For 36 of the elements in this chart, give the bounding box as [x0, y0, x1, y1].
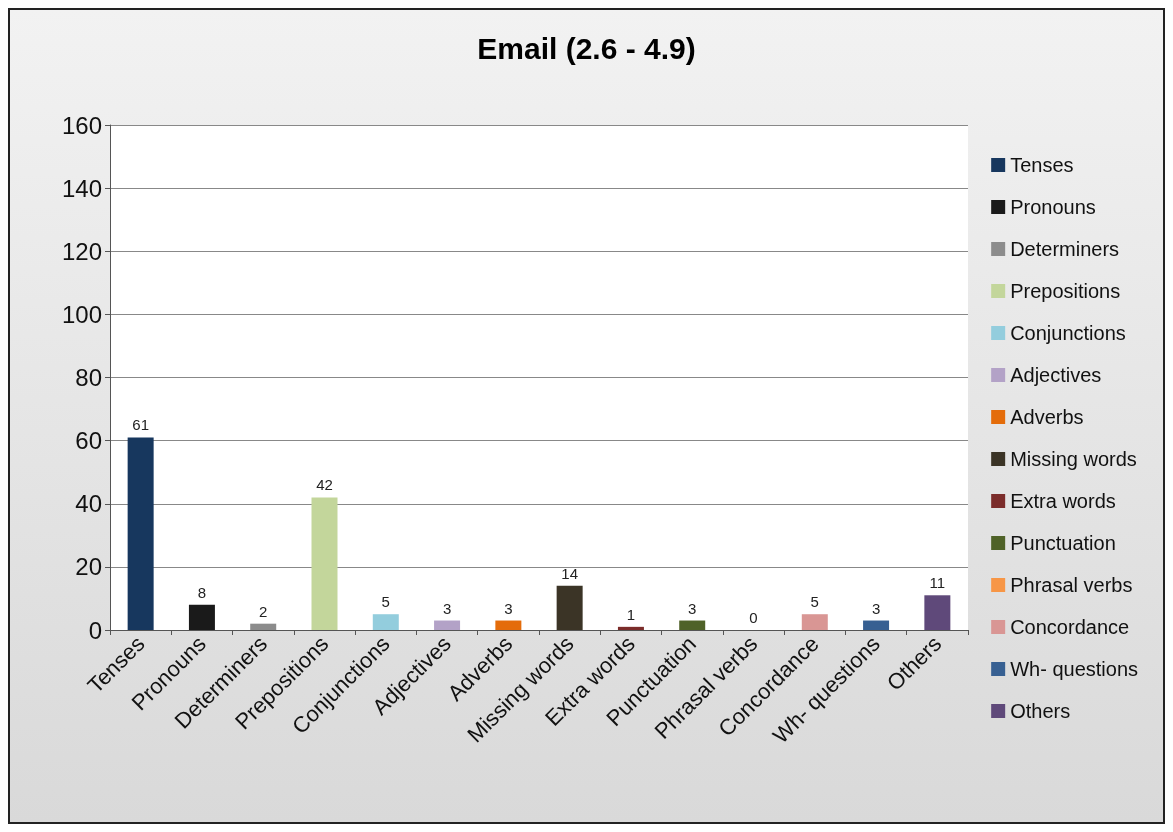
y-tick-label: 20	[75, 553, 102, 581]
data-label: 2	[259, 602, 268, 620]
y-tick-label: 60	[75, 427, 102, 455]
data-label: 1	[626, 605, 636, 623]
y-tick-label: 160	[61, 111, 102, 139]
legend-label: Determiners	[1010, 238, 1120, 260]
legend-label: Extra words	[1010, 490, 1116, 512]
data-label: 3	[504, 599, 513, 617]
legend-label: Phrasal verbs	[1010, 574, 1133, 596]
y-tick-label: 100	[61, 300, 102, 328]
legend-label: Adjectives	[1010, 364, 1102, 386]
data-label: 5	[810, 593, 819, 611]
legend-label: Adverbs	[1010, 406, 1084, 428]
y-tick-label: 0	[88, 616, 102, 644]
legend-label: Prepositions	[1010, 280, 1121, 302]
data-label: 42	[316, 476, 333, 494]
y-tick-label: 120	[61, 237, 102, 265]
chart-title: Email (2.6 - 4.9)	[477, 31, 696, 65]
data-label: 3	[871, 599, 881, 617]
data-label: 3	[688, 599, 697, 617]
data-label: 0	[749, 609, 758, 626]
data-label: 3	[442, 599, 452, 617]
data-label: 11	[929, 574, 946, 592]
data-label: 61	[132, 416, 149, 434]
y-tick-label: 140	[61, 174, 102, 202]
legend-label: Punctuation	[1010, 532, 1116, 554]
y-tick-label: 40	[75, 490, 102, 518]
legend-label: Tenses	[1010, 154, 1074, 176]
data-label: 8	[197, 583, 207, 601]
legend-label: Conjunctions	[1010, 322, 1126, 344]
data-label: 14	[561, 564, 578, 582]
data-label: 5	[381, 593, 390, 611]
legend-label: Missing words	[1010, 448, 1137, 470]
y-tick-label: 80	[75, 364, 102, 391]
legend-label: Concordance	[1010, 616, 1130, 638]
legend-label: Pronouns	[1010, 196, 1096, 218]
